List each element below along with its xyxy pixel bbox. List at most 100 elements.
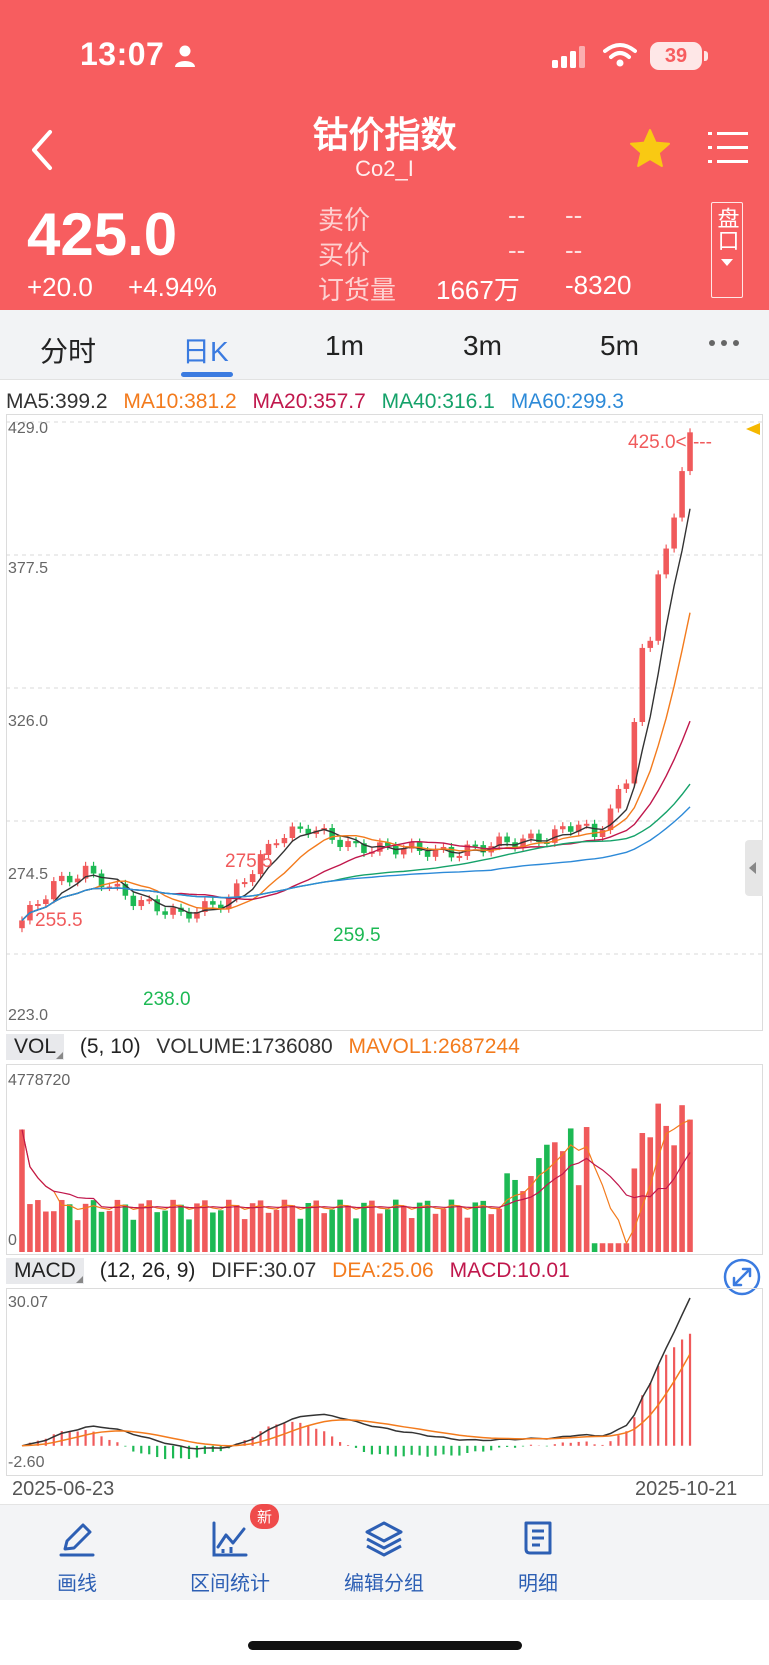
more-dots-icon[interactable] <box>708 338 740 348</box>
pankou-arrow-icon <box>721 259 733 266</box>
home-indicator[interactable] <box>248 1641 522 1650</box>
candle-body <box>639 647 646 722</box>
vol-y-bottom: 0 <box>8 1232 17 1249</box>
candle-body <box>74 878 81 883</box>
candle-body <box>599 830 606 837</box>
bid-volume: -- <box>565 235 583 265</box>
volume-chart[interactable] <box>6 1064 763 1255</box>
volume-bar <box>647 1137 654 1252</box>
volume-bar <box>567 1128 574 1252</box>
volume-bar <box>345 1205 351 1252</box>
candle-body <box>66 875 73 883</box>
kline-panel[interactable] <box>6 414 763 1031</box>
ma60-value: MA60:299.3 <box>510 390 624 413</box>
volume-bar <box>687 1119 693 1252</box>
date-end: 2025-10-21 <box>635 1478 738 1500</box>
active-tab-indicator <box>181 372 233 377</box>
volume-bar <box>233 1204 240 1252</box>
volume-bar <box>504 1173 510 1252</box>
candle-body <box>337 839 343 848</box>
volume-bar <box>98 1211 105 1252</box>
vol-tag[interactable]: VOL <box>6 1034 65 1060</box>
candle-body <box>98 873 105 888</box>
volume-bar <box>416 1202 423 1252</box>
tab-1m[interactable]: 1m <box>325 330 364 361</box>
person-icon <box>175 45 195 67</box>
ma-line <box>21 508 691 921</box>
fullscreen-expand-icon[interactable] <box>722 1257 762 1297</box>
menu-list-icon[interactable] <box>708 130 748 166</box>
macd-chart[interactable] <box>6 1288 763 1476</box>
volume-bar <box>385 1209 391 1252</box>
candle-body <box>631 721 638 784</box>
kline-chart[interactable] <box>6 414 763 1031</box>
draw-line-label: 画线 <box>57 1573 97 1595</box>
candle-body <box>591 823 598 837</box>
ma-line <box>21 720 691 921</box>
mavol-line <box>21 1129 691 1209</box>
document-icon <box>524 1521 552 1555</box>
volume-bar <box>154 1212 160 1252</box>
range-stats-label: 区间统计 <box>190 1573 270 1595</box>
quote-header: 13:07 39 钴价指数 Co2_I 425.0 +20.0 +4.94% 卖… <box>0 0 769 310</box>
volume-bar <box>297 1218 304 1252</box>
range-stats-button[interactable]: 区间统计 <box>155 1505 305 1601</box>
macd-legend: MACD (12, 26, 9) DIFF:30.07 DEA:25.06 MA… <box>6 1258 580 1284</box>
tab-intraday[interactable]: 分时 <box>40 336 97 367</box>
back-arrow-icon[interactable] <box>26 128 60 172</box>
detail-button[interactable]: 明细 <box>463 1505 613 1601</box>
volume-bar <box>655 1103 661 1252</box>
volume-bar <box>122 1204 129 1252</box>
volume-bar <box>194 1203 200 1252</box>
candle-body <box>146 899 153 902</box>
volume-bar <box>241 1219 248 1252</box>
candle-body <box>687 432 693 472</box>
volume-bar <box>424 1200 431 1252</box>
pankou-button[interactable]: 盘口 <box>711 202 743 298</box>
candle-body <box>679 471 685 518</box>
candle-body <box>43 899 49 904</box>
candle-body <box>289 826 296 839</box>
macd-panel[interactable] <box>6 1288 763 1476</box>
macd-diff: DIFF:30.07 <box>211 1259 317 1282</box>
ask-volume: -- <box>565 200 583 230</box>
tab-3m[interactable]: 3m <box>463 330 502 361</box>
ma-legend: MA5:399.2 MA10:381.2 MA20:357.7 MA40:316… <box>6 390 634 414</box>
instrument-code: Co2_I <box>355 156 414 181</box>
candle-body <box>345 841 351 848</box>
edit-group-button[interactable]: 编辑分组 <box>309 1505 459 1601</box>
candle-body <box>162 911 168 915</box>
pencil-icon <box>59 1523 95 1557</box>
favorite-star-icon[interactable] <box>628 128 672 170</box>
ma10-value: MA10:381.2 <box>123 390 237 413</box>
battery-indicator: 39 <box>650 42 702 70</box>
candle-body <box>377 842 383 852</box>
volume-bar <box>130 1219 137 1252</box>
y-tick-top: 429.0 <box>8 420 49 437</box>
tab-daily-k[interactable]: 日K <box>182 336 229 367</box>
volume-bar <box>273 1209 280 1252</box>
candle-body <box>138 900 145 907</box>
draw-line-button[interactable]: 画线 <box>2 1505 152 1601</box>
side-collapse-handle[interactable] <box>745 840 763 896</box>
candle-body <box>329 828 335 840</box>
vol-panel[interactable] <box>6 1064 763 1255</box>
candle-body <box>385 842 391 846</box>
candle-body <box>225 898 232 909</box>
candle-body <box>170 907 176 915</box>
volume-bar <box>210 1212 216 1252</box>
candle-body <box>249 874 256 883</box>
candle-body <box>647 640 654 648</box>
macd-value: MACD:10.01 <box>449 1259 570 1282</box>
wifi-icon <box>603 43 637 67</box>
candle-body <box>559 826 566 830</box>
macd-tag[interactable]: MACD <box>6 1258 84 1284</box>
volume-bar <box>43 1211 49 1252</box>
status-time: 13:07 <box>80 36 165 72</box>
ma-line <box>21 783 691 921</box>
volume-bar <box>583 1127 590 1252</box>
macd-line <box>21 1353 691 1447</box>
volume-bar <box>408 1218 415 1252</box>
y-tick-bottom: 223.0 <box>8 1007 49 1024</box>
tab-5m[interactable]: 5m <box>600 330 639 361</box>
